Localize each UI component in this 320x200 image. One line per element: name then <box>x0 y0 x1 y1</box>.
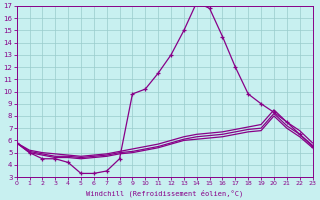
X-axis label: Windchill (Refroidissement éolien,°C): Windchill (Refroidissement éolien,°C) <box>86 189 243 197</box>
